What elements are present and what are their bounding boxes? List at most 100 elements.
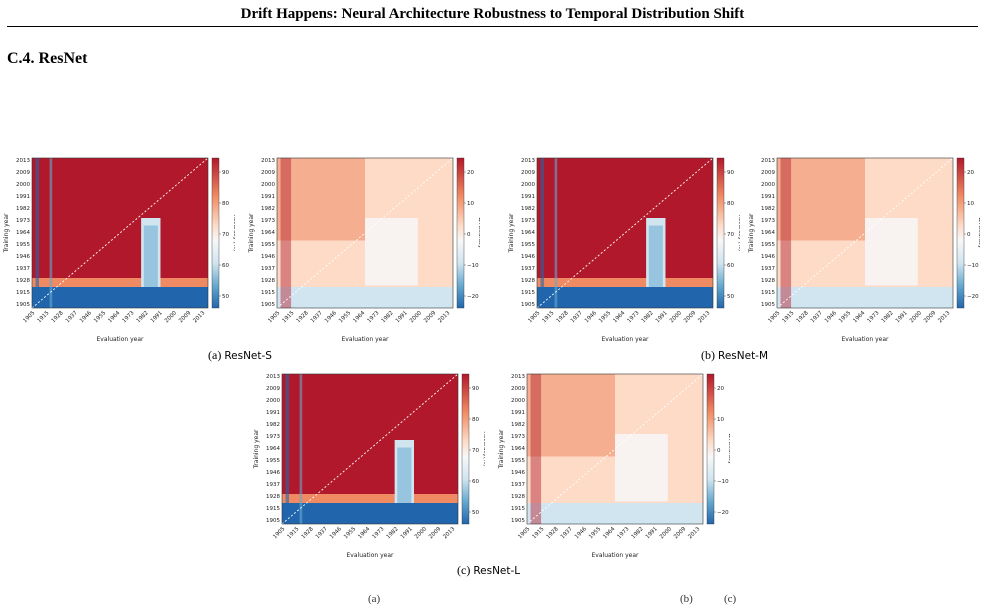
x-tick-label: 1982 — [136, 310, 150, 324]
x-axis-title: Evaluation year — [602, 336, 649, 343]
y-tick-label: 2009 — [266, 386, 280, 392]
x-tick-label: 1964 — [612, 310, 626, 324]
heatmap-left-stripes — [530, 374, 542, 524]
x-tick-label: 1955 — [838, 310, 852, 324]
colorbar-tick-label: 70 — [472, 448, 479, 454]
y-axis-title: Training year — [248, 213, 255, 254]
x-tick-label: 1964 — [852, 310, 866, 324]
footer-fragment-3: (c) — [724, 593, 737, 605]
y-tick-label: 1915 — [761, 290, 775, 296]
y-tick-label: 2000 — [266, 398, 280, 404]
heatmap-left-stripes — [780, 158, 792, 308]
y-tick-label: 1946 — [266, 470, 280, 476]
x-tick-label: 2009 — [178, 310, 192, 324]
y-tick-label: 2013 — [16, 158, 30, 164]
x-tick-label: 1928 — [546, 526, 560, 540]
y-tick-label: 1946 — [511, 470, 525, 476]
x-tick-label: 1937 — [315, 526, 329, 540]
y-tick-label: 2000 — [261, 182, 275, 188]
x-tick-label: 1973 — [121, 310, 135, 324]
x-tick-label: 1991 — [395, 310, 409, 324]
y-tick-label: 1973 — [521, 218, 535, 224]
y-tick-label: 2013 — [266, 374, 280, 380]
heatmap-resnet-l-delta: 2013 2009 2000 1991 1982 1973 1964 1955 1946 1937… — [495, 368, 730, 563]
colorbar-label: Accuracy (%) — [737, 215, 740, 251]
heatmap-blue-column-core — [143, 225, 158, 287]
y-tick-label: 1964 — [511, 446, 525, 452]
x-tick-label: 1928 — [51, 310, 65, 324]
caption-a-model: ResNet-S — [224, 350, 272, 362]
y-tick-label: 1973 — [261, 218, 275, 224]
y-tick-label: 2013 — [511, 374, 525, 380]
colorbar-tick-label: 10 — [967, 201, 974, 207]
y-tick-label: 1982 — [521, 206, 535, 212]
x-tick-label: 2000 — [409, 310, 423, 324]
plot-frame — [276, 157, 454, 309]
y-tick-label: 1991 — [511, 410, 525, 416]
y-tick-label: 1955 — [521, 242, 535, 248]
x-tick-label: 1928 — [556, 310, 570, 324]
x-tick-label: 1905 — [527, 310, 541, 324]
heatmap-low-band — [537, 287, 713, 308]
colorbar-tick-label: −10 — [967, 263, 979, 269]
colorbar-tick-label: 0 — [467, 232, 471, 238]
heatmap-left-stripe-2 — [554, 158, 558, 308]
diagonal-line — [776, 157, 954, 309]
y-tick-label: 2009 — [16, 170, 30, 176]
y-tick-label: 1955 — [16, 242, 30, 248]
heatmap-left-stripes — [280, 158, 292, 308]
y-tick-label: 1946 — [521, 254, 535, 260]
heatmap-neutral-region — [865, 218, 918, 286]
diagonal-line — [31, 157, 209, 309]
colorbar-tick-label: 80 — [222, 201, 229, 207]
x-tick-label: 1928 — [296, 310, 310, 324]
y-tick-label: 1991 — [521, 194, 535, 200]
heatmap-neutral-region — [365, 218, 418, 286]
colorbar-label: Δ Accuracy — [977, 218, 980, 249]
y-tick-label: 1955 — [511, 458, 525, 464]
x-tick-label: 1964 — [352, 310, 366, 324]
x-axis-title: Evaluation year — [842, 336, 889, 343]
colorbar-tick-label: 10 — [467, 201, 474, 207]
y-tick-label: 1928 — [261, 278, 275, 284]
x-tick-label: 2013 — [697, 310, 711, 324]
caption-c-label: (c) — [457, 563, 471, 577]
caption-b: (b) ResNet-M — [701, 348, 768, 363]
diagonal-line — [536, 157, 714, 309]
x-tick-label: 1946 — [584, 310, 598, 324]
x-tick-label: 1955 — [588, 526, 602, 540]
header-rule — [7, 26, 978, 27]
y-tick-label: 1928 — [761, 278, 775, 284]
x-tick-label: 1955 — [343, 526, 357, 540]
y-tick-label: 2000 — [16, 182, 30, 188]
x-tick-label: 1928 — [796, 310, 810, 324]
y-tick-label: 1964 — [761, 230, 775, 236]
colorbar — [956, 157, 965, 309]
x-tick-label: 1973 — [366, 310, 380, 324]
y-tick-label: 1928 — [16, 278, 30, 284]
heatmap-left-stripe — [540, 158, 545, 308]
y-tick-label: 1937 — [266, 482, 280, 488]
y-tick-label: 1991 — [761, 194, 775, 200]
heatmap-low-band — [32, 287, 208, 308]
y-tick-label: 1982 — [761, 206, 775, 212]
x-tick-label: 1955 — [93, 310, 107, 324]
x-tick-label: 1982 — [881, 310, 895, 324]
y-tick-label: 1937 — [16, 266, 30, 272]
y-tick-label: 1964 — [521, 230, 535, 236]
caption-a: (a) ResNet-S — [208, 348, 272, 363]
heatmap-left-stripe — [35, 158, 40, 308]
colorbar-label: Accuracy (%) — [232, 215, 235, 251]
plot-frame — [31, 157, 209, 309]
heatmap-warm-region — [277, 158, 365, 241]
y-axis-title: Training year — [253, 429, 260, 470]
caption-c-model: ResNet-L — [473, 565, 521, 577]
y-tick-label: 1982 — [261, 206, 275, 212]
x-tick-label: 1937 — [310, 310, 324, 324]
y-tick-label: 1915 — [16, 290, 30, 296]
diagonal-line — [281, 373, 459, 525]
x-tick-label: 1973 — [626, 310, 640, 324]
y-tick-label: 1973 — [266, 434, 280, 440]
x-tick-label: 2000 — [414, 526, 428, 540]
x-tick-label: 2013 — [437, 310, 451, 324]
